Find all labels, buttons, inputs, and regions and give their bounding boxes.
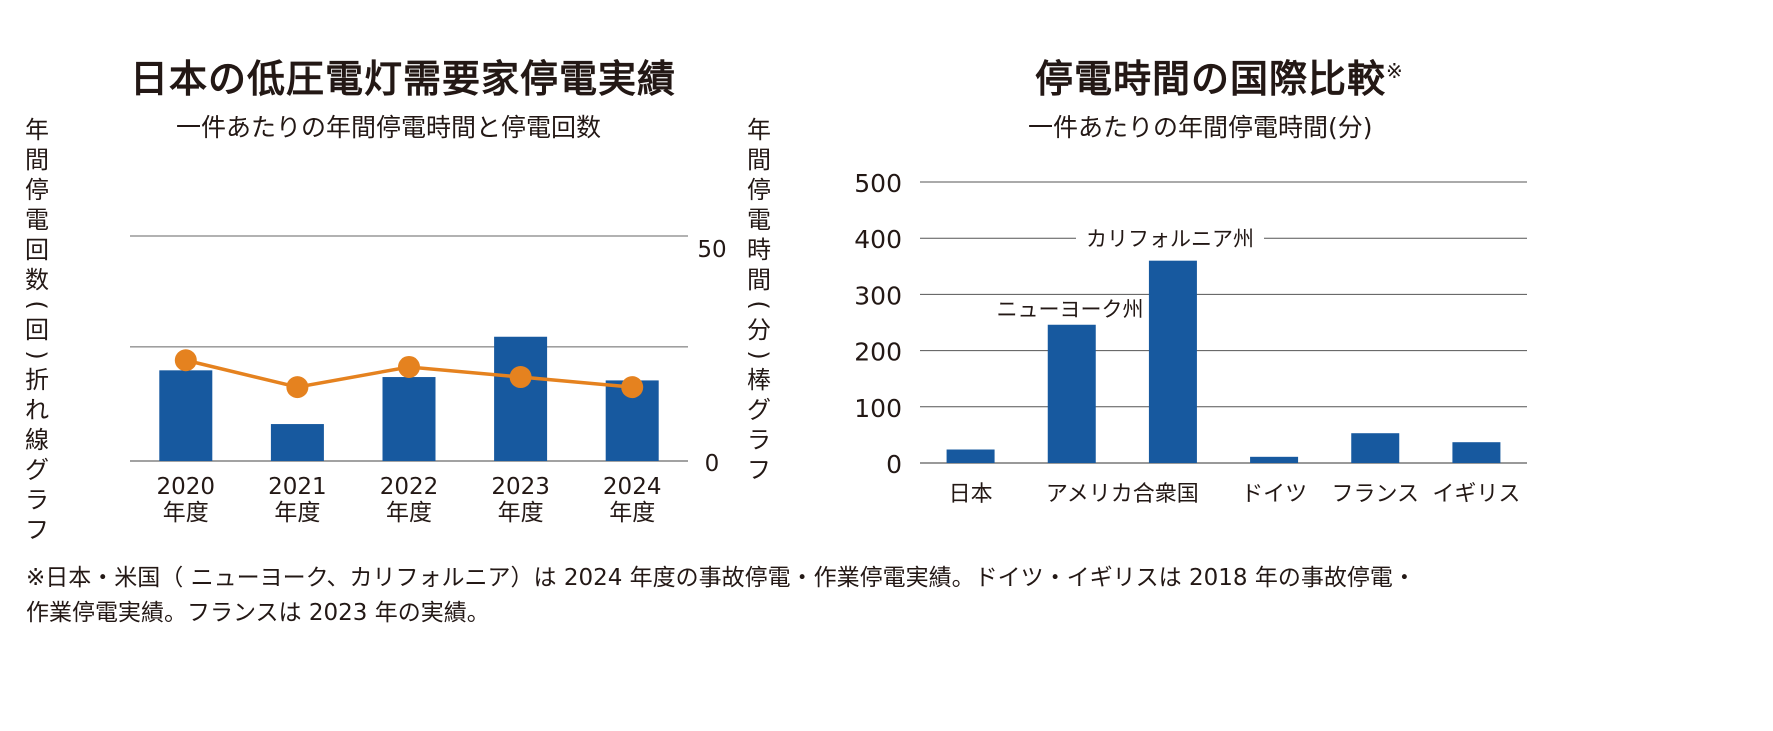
chart2-y-tick: 0 [886, 450, 902, 479]
chart1-point [286, 376, 309, 399]
axis-label-char: ラ [747, 426, 771, 454]
axis-label-char: フ [747, 456, 771, 484]
axis-label-char: 間 [747, 266, 771, 294]
chart2-title-mark: ※ [1386, 59, 1404, 83]
axis-label-char: 間 [25, 146, 49, 174]
chart1-right-tick: 50 [697, 237, 726, 263]
chart2-bar [1351, 433, 1400, 463]
chart2-bar [1452, 442, 1501, 463]
chart1-x-tick-year: 2024 [603, 474, 662, 500]
axis-label-char: 停 [747, 176, 771, 204]
axis-label-char: 停 [25, 176, 49, 204]
chart1-left-axis-label: 年間停電回数(回) 折れ線グラフ [22, 115, 52, 545]
footnote-line2: 作業停電実績。フランスは 2023 年の実績。 [26, 600, 490, 626]
chart2-x-tick: ドイツ [1241, 482, 1307, 507]
axis-label-char: グ [25, 456, 49, 484]
chart2-bar-annotation: ニューヨーク州 [997, 298, 1144, 322]
axis-label-char: 電 [747, 206, 771, 234]
axis-label-char: 回 [25, 316, 49, 344]
chart1-right-tick: 0 [705, 451, 720, 477]
chart1-x-tick-unit: 年度 [386, 500, 432, 526]
axis-label-char: 年 [25, 116, 49, 144]
chart2-bar [1148, 260, 1197, 463]
axis-label-char: 線 [25, 426, 49, 454]
chart2-y-tick: 500 [854, 169, 902, 198]
chart2-bar [946, 449, 995, 463]
chart2-x-tick: 日本 [949, 482, 993, 507]
chart1-x-tick-year: 2020 [157, 474, 216, 500]
chart1-bar [382, 377, 436, 461]
chart2-y-tick: 300 [854, 281, 902, 310]
chart1-point [174, 349, 197, 372]
chart1-bar [159, 370, 213, 461]
axis-label-char: 間 [747, 146, 771, 174]
footnote-line1: ※日本・米国（ ニューヨーク、カリフォルニア）は 2024 年度の事故停電・作業… [26, 565, 1416, 591]
chart2-bar [1047, 324, 1096, 463]
chart2-y-tick: 200 [854, 338, 902, 367]
chart2-subtitle: 一件あたりの年間停電時間(分) [1028, 113, 1373, 142]
axis-label-char: 折 [25, 366, 49, 394]
axis-label-char: グ [747, 396, 771, 424]
chart2-y-tick: 400 [854, 225, 902, 254]
chart2-x-tick: フランス [1331, 482, 1419, 507]
chart2-bar [1250, 456, 1299, 463]
chart2-x-tick: アメリカ合衆国 [1046, 482, 1199, 507]
chart1-bar [270, 424, 324, 461]
axis-label-char: 時 [747, 236, 771, 264]
chart1-x-tick-year: 2021 [268, 474, 327, 500]
axis-label-char: 年 [747, 116, 771, 144]
chart1-point [509, 366, 532, 389]
chart1-point [398, 355, 420, 378]
axis-label-char: 分 [747, 316, 771, 344]
chart1-right-axis-label: 年間停電時間(分) 棒グラフ [744, 115, 774, 485]
chart2-x-tick: イギリス [1432, 482, 1520, 507]
chart1-x-tick-unit: 年度 [498, 500, 544, 526]
axis-label-char: れ [25, 396, 49, 424]
chart1-x-tick-year: 2022 [380, 474, 439, 500]
chart1-bar [494, 336, 548, 461]
chart1-title: 日本の低圧電灯需要家停電実績 [130, 57, 677, 101]
axis-label-char: 棒 [747, 366, 771, 394]
chart1-x-tick-unit: 年度 [163, 500, 209, 526]
chart1-x-tick-unit: 年度 [274, 500, 320, 526]
chart2-y-tick: 100 [854, 394, 902, 423]
axis-label-char: 数 [25, 266, 49, 294]
axis-label-char: ラ [25, 486, 49, 514]
chart1-x-tick-year: 2023 [491, 474, 550, 500]
chart1-point [621, 376, 644, 399]
chart2-bar-annotation: カリフォルニア州 [1086, 227, 1254, 251]
chart1-x-tick-unit: 年度 [609, 500, 655, 526]
chart1-subtitle: 一件あたりの年間停電時間と停電回数 [176, 113, 602, 142]
chart2-title: 停電時間の国際比較※ [1035, 48, 1404, 103]
axis-label-char: 電 [25, 206, 49, 234]
axis-label-char: フ [25, 516, 49, 544]
chart2-title-text: 停電時間の国際比較 [1035, 57, 1387, 101]
axis-label-char: 回 [25, 236, 49, 264]
